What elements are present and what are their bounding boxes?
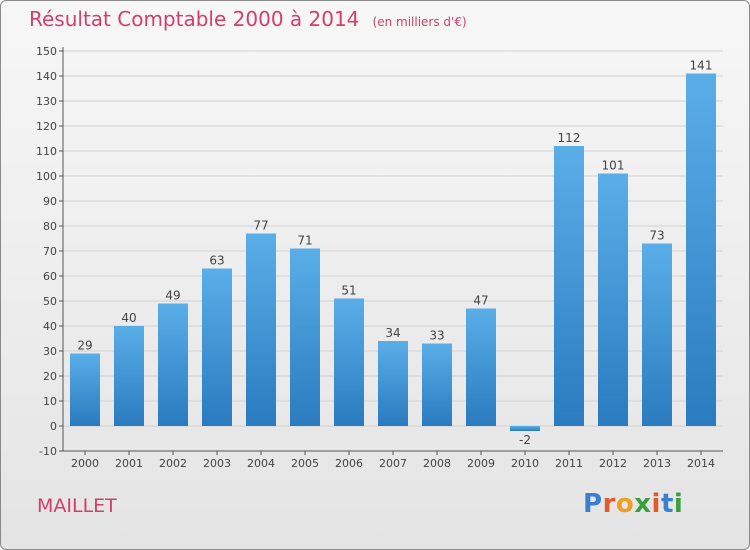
y-tick-label: 30 [43, 345, 57, 358]
data-label: 34 [385, 326, 400, 340]
x-tick-label: 2008 [423, 457, 451, 470]
logo-letter: t [660, 489, 674, 519]
y-tick-label: 140 [36, 70, 57, 83]
y-tick-label: 0 [50, 420, 57, 433]
x-tick-label: 2010 [511, 457, 539, 470]
y-tick-label: 60 [43, 270, 57, 283]
data-label: 101 [602, 159, 625, 173]
x-tick-label: 2007 [379, 457, 407, 470]
logo-letter: r [602, 489, 616, 519]
data-label: 29 [77, 339, 92, 353]
data-label: 73 [649, 229, 664, 243]
bar [114, 326, 144, 426]
title-main: Résultat Comptable 2000 à 2014 [29, 7, 360, 31]
logo-letter: i [651, 489, 661, 519]
data-label: 71 [297, 234, 312, 248]
data-label: 40 [121, 311, 136, 325]
x-tick-label: 2004 [247, 457, 275, 470]
data-label: 63 [209, 254, 224, 268]
logo-letter: i [673, 489, 684, 519]
x-tick-label: 2013 [643, 457, 671, 470]
x-tick-label: 2003 [203, 457, 231, 470]
data-label: 51 [341, 284, 356, 298]
y-tick-label: 10 [43, 395, 57, 408]
y-tick-label: 120 [36, 120, 57, 133]
logo-letter: x [634, 489, 652, 519]
data-label: 33 [429, 329, 444, 343]
y-tick-label: 90 [43, 195, 57, 208]
x-tick-label: 2006 [335, 457, 363, 470]
x-tick-label: 2002 [159, 457, 187, 470]
bar [466, 308, 496, 426]
commune-name: MAILLET [37, 495, 117, 517]
bar [290, 248, 320, 426]
bar [202, 268, 232, 426]
data-label: 141 [690, 59, 713, 73]
bar [378, 341, 408, 426]
bar [246, 233, 276, 426]
bar [158, 303, 188, 426]
bar [642, 243, 672, 426]
data-label: 77 [253, 219, 268, 233]
chart-title: Résultat Comptable 2000 à 2014 (en milli… [29, 7, 467, 31]
y-tick-label: 150 [36, 45, 57, 58]
data-label: 47 [473, 294, 488, 308]
y-tick-label: 80 [43, 220, 57, 233]
x-tick-label: 2009 [467, 457, 495, 470]
data-label: -2 [519, 433, 531, 447]
x-tick-label: 2011 [555, 457, 583, 470]
x-tick-label: 2005 [291, 457, 319, 470]
bar [686, 73, 716, 426]
x-tick-label: 2001 [115, 457, 143, 470]
y-tick-label: 20 [43, 370, 57, 383]
bar [422, 343, 452, 426]
logo-letter: o [615, 489, 635, 519]
data-label: 49 [165, 289, 180, 303]
y-tick-label: 130 [36, 95, 57, 108]
bar [334, 298, 364, 426]
y-tick-label: 70 [43, 245, 57, 258]
bar [70, 353, 100, 426]
y-tick-label: 50 [43, 295, 57, 308]
y-tick-label: -10 [39, 445, 57, 458]
logo-letter: P [583, 489, 603, 519]
title-subtitle: (en milliers d'€) [372, 15, 467, 29]
proxiti-logo: Proxiti [583, 489, 683, 519]
y-tick-label: 110 [36, 145, 57, 158]
bar [598, 173, 628, 426]
y-tick-label: 40 [43, 320, 57, 333]
x-tick-label: 2000 [71, 457, 99, 470]
bar [510, 426, 540, 431]
x-tick-label: 2014 [687, 457, 715, 470]
y-tick-label: 100 [36, 170, 57, 183]
bar [554, 146, 584, 426]
x-tick-label: 2012 [599, 457, 627, 470]
data-label: 112 [558, 131, 581, 145]
